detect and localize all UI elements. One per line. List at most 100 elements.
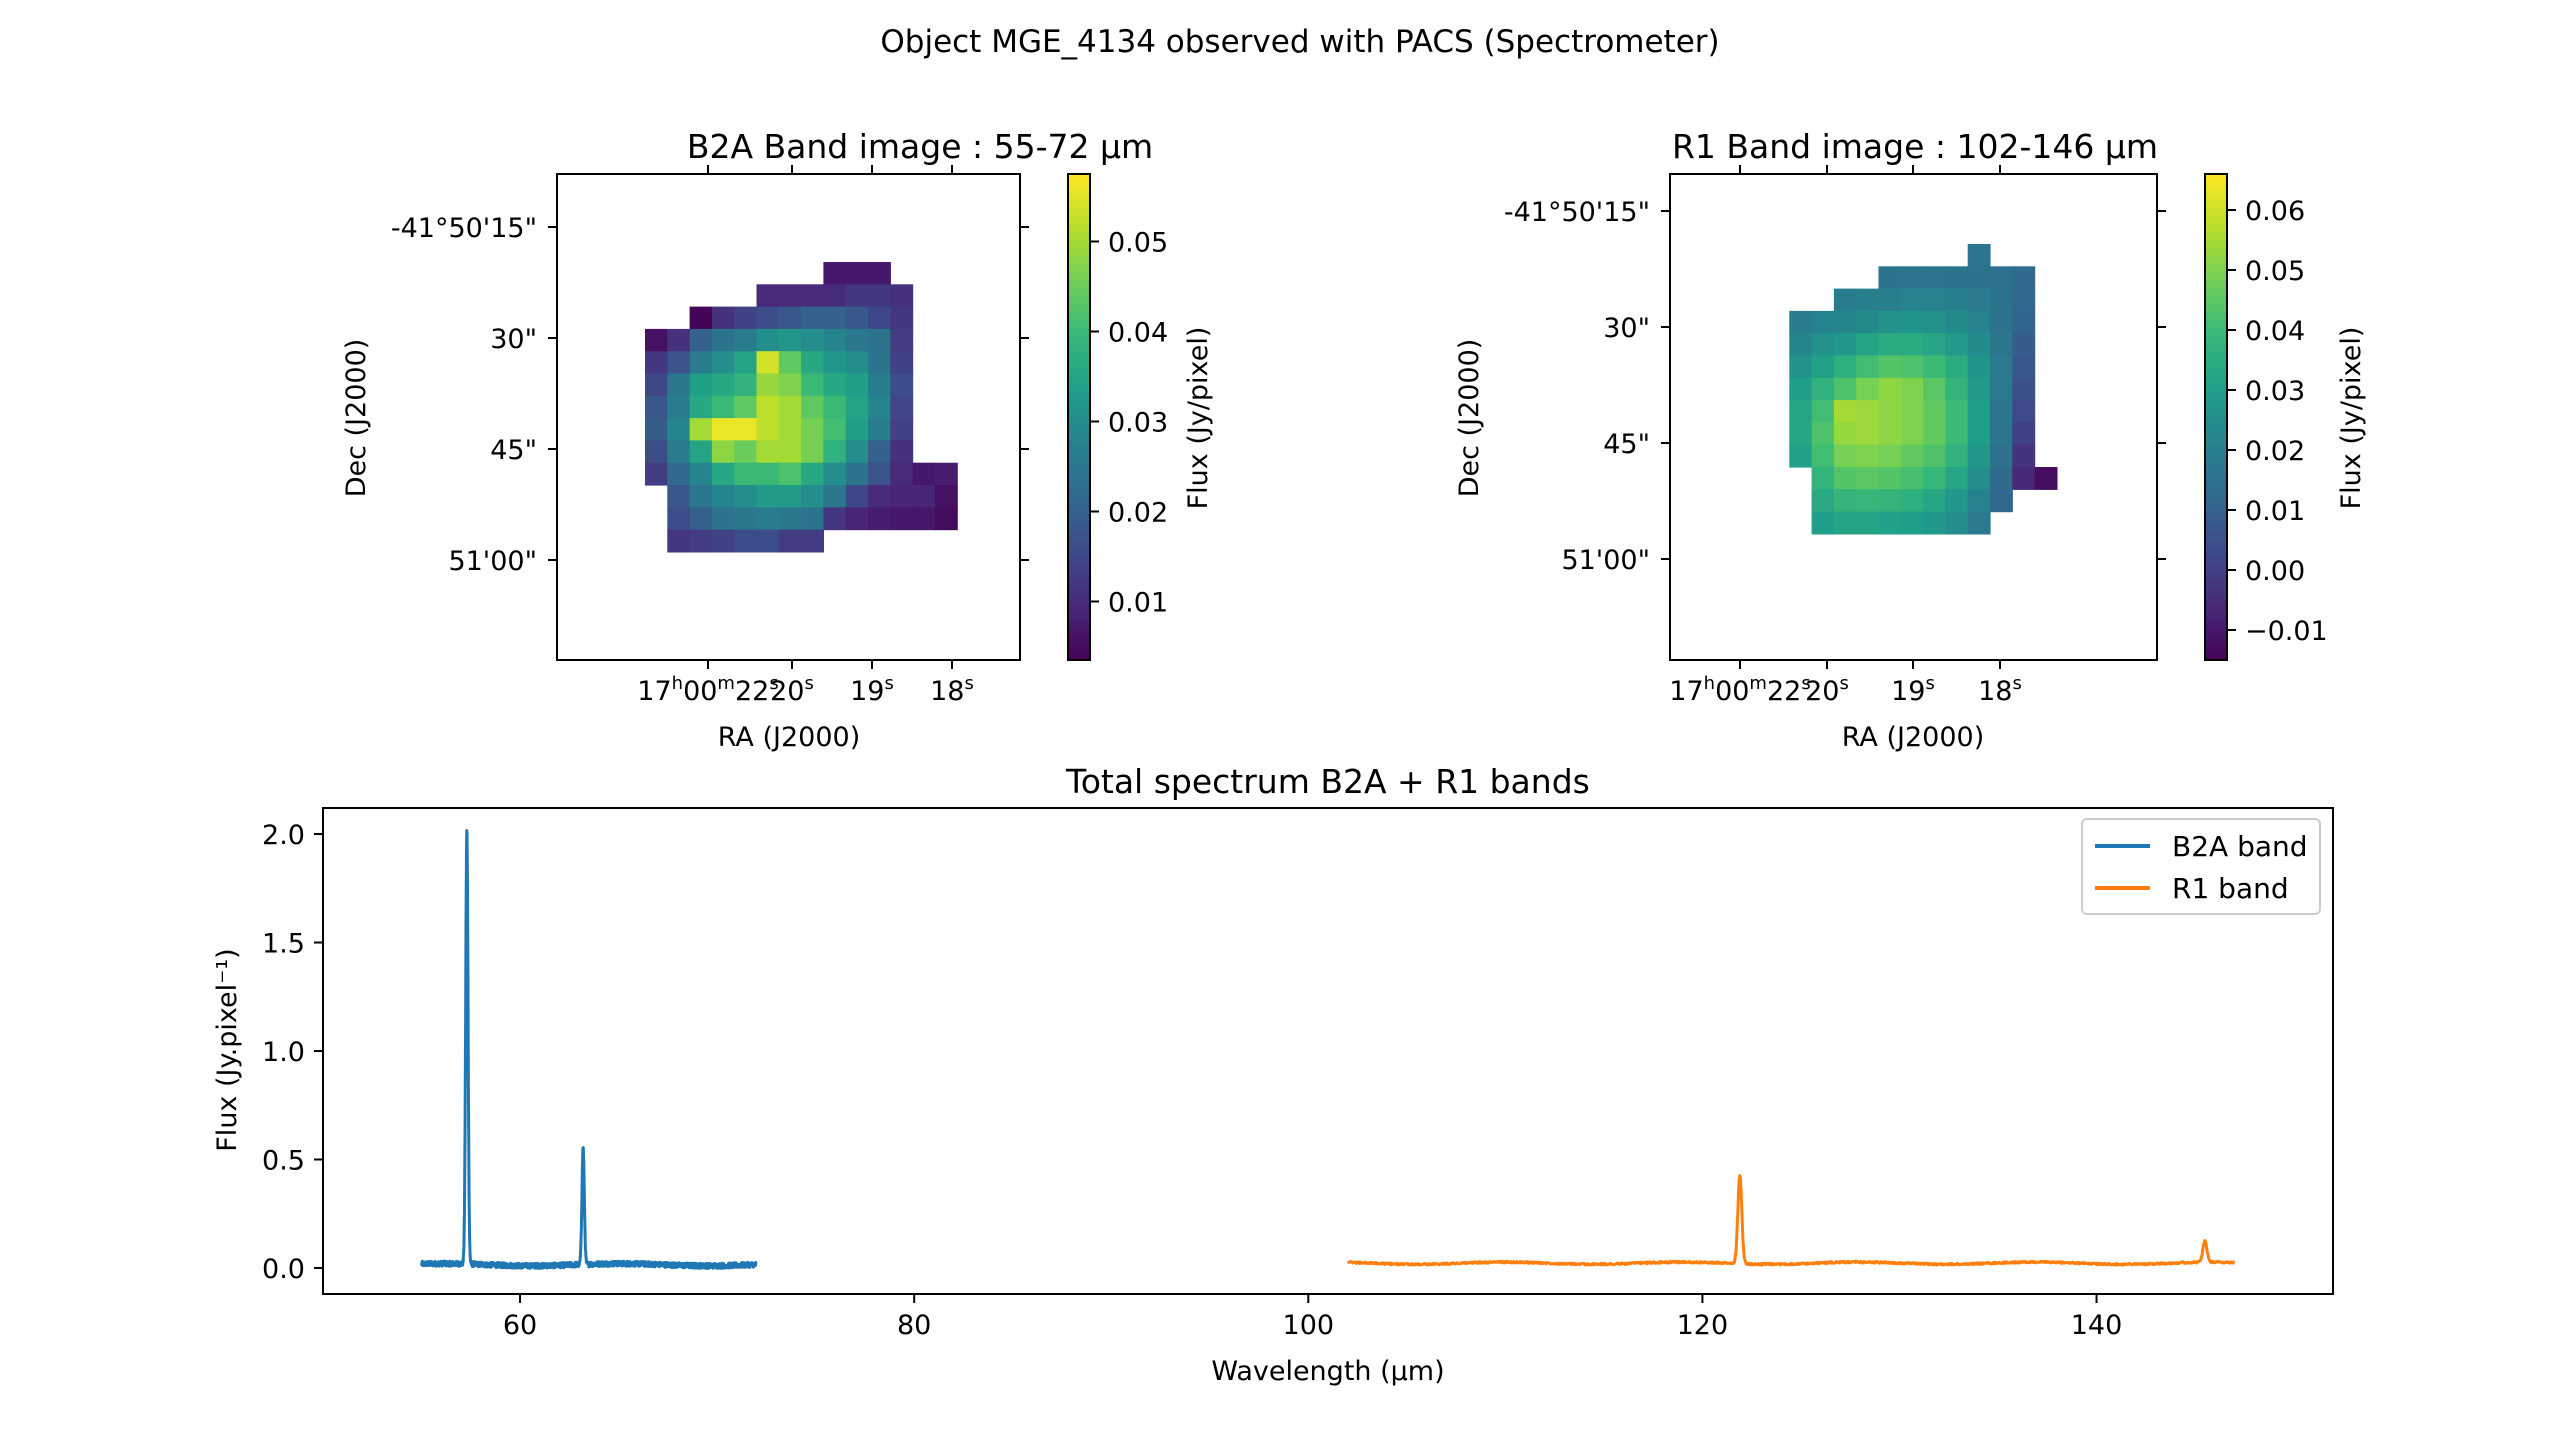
colorbar-tick-label: 0.01 bbox=[1108, 588, 1168, 619]
heatmap-cell bbox=[1833, 400, 1857, 423]
heatmap-cell bbox=[778, 418, 802, 441]
colorbar-segment bbox=[2205, 433, 2227, 442]
heatmap-cell bbox=[778, 440, 802, 464]
heatmap-cell bbox=[689, 418, 713, 441]
colorbar-segment bbox=[1068, 400, 1090, 410]
colorbar-segment bbox=[1068, 514, 1090, 523]
heatmap-cell bbox=[2012, 377, 2036, 401]
colorbar-segment bbox=[2205, 538, 2227, 548]
heatmap-cell bbox=[912, 485, 936, 508]
heatmap-cell bbox=[2012, 266, 2036, 290]
heatmap-cell bbox=[1789, 310, 1813, 334]
heatmap-cell bbox=[912, 507, 936, 531]
heatmap-cell bbox=[1967, 489, 1991, 513]
colorbar-segment bbox=[1068, 619, 1090, 629]
colorbar-segment bbox=[2205, 392, 2227, 402]
colorbar-segment bbox=[1068, 295, 1090, 305]
colorbar-segment bbox=[1068, 433, 1090, 442]
colorbar-segment bbox=[2205, 408, 2227, 418]
colorbar-segment bbox=[1068, 417, 1090, 426]
spectrum-xlabel: Wavelength (μm) bbox=[1211, 1356, 1444, 1387]
heatmap-cell bbox=[689, 462, 713, 486]
heatmap-cell bbox=[689, 306, 713, 330]
heatmap-cell bbox=[1967, 266, 1991, 290]
heatmap-cell bbox=[868, 485, 891, 508]
heatmap-cell bbox=[1833, 511, 1857, 535]
heatmap-cell bbox=[1945, 266, 1969, 290]
heatmap-cell bbox=[845, 507, 869, 531]
colorbar-segment bbox=[2205, 271, 2227, 280]
colorbar-segment bbox=[2205, 473, 2227, 483]
heatmap-cell bbox=[1990, 422, 2013, 446]
heatmap-cell bbox=[734, 529, 758, 553]
heatmap-cell bbox=[667, 395, 691, 419]
legend-label-r1: R1 band bbox=[2172, 872, 2289, 905]
heatmap-cell bbox=[845, 418, 869, 441]
spectrum-frame bbox=[322, 807, 2334, 1295]
heatmap-cell bbox=[1945, 422, 1969, 446]
colorbar-segment bbox=[2205, 522, 2227, 531]
spectrum-axes: 60 80 100 120 140 0.0 0.5 1.0 1.5 2.0 bbox=[262, 820, 2122, 1341]
heatmap-cell bbox=[1833, 288, 1857, 312]
heatmap-cell bbox=[2012, 467, 2036, 490]
colorbar-segment bbox=[2205, 506, 2227, 515]
heatmap-cell bbox=[823, 373, 847, 397]
colorbar-tick-label: 0.04 bbox=[2245, 316, 2305, 347]
heatmap-cell bbox=[667, 351, 691, 375]
heatmap-cell bbox=[1945, 467, 1969, 490]
heatmap-cell bbox=[711, 395, 735, 419]
heatmap-cell bbox=[868, 262, 891, 285]
heatmap-cell bbox=[689, 373, 713, 397]
x-tick-label: 18s bbox=[1978, 673, 2022, 707]
heatmap-cell bbox=[1833, 467, 1857, 490]
heatmap-cell bbox=[1967, 422, 1991, 446]
colorbar-segment bbox=[2205, 619, 2227, 629]
heatmap-cell bbox=[1856, 511, 1880, 535]
heatmap-cell bbox=[868, 395, 891, 419]
colorbar-segment bbox=[1068, 287, 1090, 297]
heatmap-cell bbox=[645, 351, 668, 375]
heatmap-cell bbox=[890, 351, 914, 375]
y-tick-label: 30" bbox=[1603, 313, 1650, 344]
heatmap-cell bbox=[645, 328, 668, 352]
heatmap-cell bbox=[823, 328, 847, 352]
heatmap-cell bbox=[689, 328, 713, 352]
colorbar-segment bbox=[2205, 246, 2227, 256]
colorbar-segment bbox=[1068, 579, 1090, 588]
colorbar-segment bbox=[2205, 643, 2227, 653]
heatmap-cell bbox=[1923, 489, 1946, 513]
x-tick-label: 20s bbox=[770, 673, 814, 707]
colorbar-tick-label: 0.01 bbox=[2245, 496, 2305, 527]
heatmap-cell bbox=[1967, 310, 1991, 334]
heatmap-cell bbox=[1900, 377, 1924, 401]
heatmap-cell bbox=[890, 440, 914, 464]
colorbar-segment bbox=[2205, 595, 2227, 604]
heatmap-cell bbox=[711, 462, 735, 486]
b2a-heatmap-cells bbox=[645, 262, 958, 553]
heatmap-cell bbox=[2012, 422, 2036, 446]
spectrum-title: Total spectrum B2A + R1 bands bbox=[1065, 762, 1590, 801]
heatmap-cell bbox=[1811, 489, 1835, 513]
heatmap-cell bbox=[823, 284, 847, 308]
spectrum-lines bbox=[420, 829, 2236, 1270]
colorbar-segment bbox=[1068, 643, 1090, 653]
r1-colorbar-label: Flux (Jy/pixel) bbox=[2336, 327, 2367, 510]
heatmap-cell bbox=[823, 440, 847, 464]
heatmap-cell bbox=[1967, 511, 1991, 535]
colorbar-segment bbox=[1068, 506, 1090, 515]
colorbar-segment bbox=[2205, 206, 2227, 216]
colorbar-segment bbox=[2205, 174, 2227, 183]
y-tick-label: 0.0 bbox=[262, 1254, 305, 1285]
heatmap-cell bbox=[734, 328, 758, 352]
heatmap-cell bbox=[823, 462, 847, 486]
heatmap-cell bbox=[1945, 489, 1969, 513]
heatmap-cell bbox=[845, 284, 869, 308]
heatmap-cell bbox=[778, 507, 802, 531]
colorbar-segment bbox=[2205, 441, 2227, 450]
heatmap-cell bbox=[1967, 400, 1991, 423]
colorbar-segment bbox=[2205, 327, 2227, 337]
colorbar-segment bbox=[1068, 360, 1090, 369]
heatmap-cell bbox=[1945, 333, 1969, 357]
colorbar-segment bbox=[2205, 546, 2227, 556]
